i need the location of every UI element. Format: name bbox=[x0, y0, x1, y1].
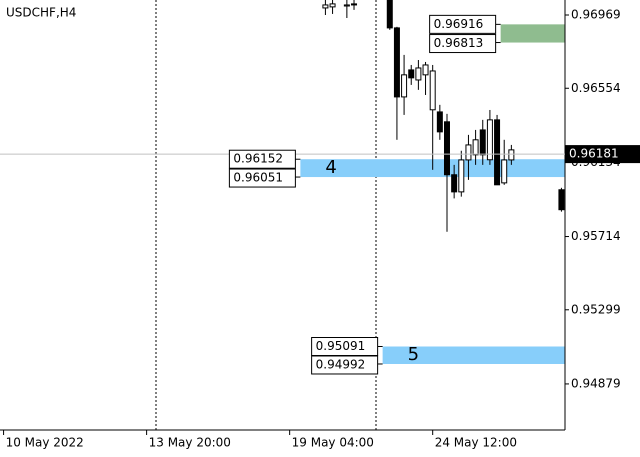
x-tick-label: 10 May 2022 bbox=[6, 436, 84, 450]
candle-body bbox=[443, 121, 450, 176]
zone-bottom-label: 0.96813 bbox=[434, 36, 484, 50]
zone bbox=[500, 24, 565, 43]
candle-body bbox=[429, 70, 436, 111]
zone-number: 4 bbox=[325, 157, 336, 178]
zone-bottom-label: 0.94992 bbox=[316, 357, 366, 371]
candle-body bbox=[401, 74, 408, 98]
zone-bottom-label: 0.96051 bbox=[233, 171, 283, 185]
zone-bottom-box bbox=[228, 168, 296, 188]
candle-body bbox=[393, 27, 400, 98]
y-tick-label: 0.96969 bbox=[571, 8, 621, 22]
current-price-box bbox=[565, 145, 640, 164]
zone-number: 5 bbox=[408, 344, 419, 365]
chart-title: USDCHF,H4 bbox=[6, 6, 76, 20]
candle-body bbox=[329, 3, 336, 8]
zone-top-label: 0.96152 bbox=[233, 152, 283, 166]
candle-body bbox=[343, 4, 350, 7]
candle-body bbox=[479, 129, 486, 156]
x-tick-label: 13 May 20:00 bbox=[149, 436, 231, 450]
y-tick-label: 0.95714 bbox=[571, 229, 621, 243]
zone-top-label: 0.95091 bbox=[316, 339, 366, 353]
x-tick-label: 19 May 04:00 bbox=[292, 436, 374, 450]
candle-body bbox=[408, 69, 415, 79]
candle-body bbox=[436, 111, 443, 133]
x-tick-label: 24 May 12:00 bbox=[435, 436, 517, 450]
y-tick-label: 0.96554 bbox=[571, 81, 621, 95]
candle-body bbox=[458, 159, 465, 193]
candle-body bbox=[472, 139, 479, 156]
candle-body bbox=[501, 159, 508, 184]
candle-body bbox=[558, 189, 565, 211]
zone-bottom-box bbox=[311, 355, 379, 375]
y-tick-label: 0.94879 bbox=[571, 376, 621, 390]
y-tick-label: 0.95299 bbox=[571, 302, 621, 316]
candle-body bbox=[465, 144, 472, 161]
candle-body bbox=[508, 149, 515, 161]
candle-body bbox=[451, 174, 458, 193]
current-price-label: 0.96181 bbox=[569, 147, 619, 161]
candle-body bbox=[351, 3, 358, 6]
zone-bottom-box bbox=[429, 34, 497, 54]
plot-area bbox=[300, 0, 565, 364]
zone bbox=[382, 346, 565, 364]
zone-top-label: 0.96916 bbox=[434, 17, 484, 31]
candle-body bbox=[494, 119, 501, 186]
candle-body bbox=[486, 119, 493, 161]
candle-body bbox=[322, 4, 329, 9]
candle-body bbox=[422, 64, 429, 76]
candle-body bbox=[415, 67, 422, 81]
candle-body bbox=[386, 0, 393, 29]
